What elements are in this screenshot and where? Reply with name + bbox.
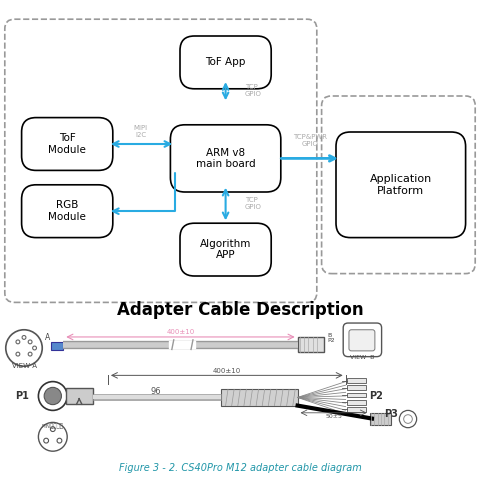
Text: Algorithm
APP: Algorithm APP [200,239,252,261]
Circle shape [404,415,412,423]
FancyBboxPatch shape [347,393,366,397]
Circle shape [50,427,55,432]
FancyBboxPatch shape [180,223,271,276]
Text: B
P2: B P2 [327,333,335,343]
Text: ToF
Module: ToF Module [48,133,86,155]
Text: 400±10: 400±10 [213,368,241,374]
Circle shape [28,352,32,356]
FancyBboxPatch shape [170,125,281,192]
Text: A: A [46,334,50,342]
Circle shape [16,352,20,356]
Text: 96: 96 [151,387,161,396]
Text: PIN位置视图: PIN位置视图 [42,423,64,429]
Text: Application
Platform: Application Platform [370,174,432,196]
Circle shape [44,438,48,443]
Circle shape [16,340,20,344]
Text: P2: P2 [369,391,383,401]
Text: P3: P3 [384,409,398,419]
Text: TCP&PWR
GPIO: TCP&PWR GPIO [293,134,326,147]
Text: Figure 3 - 2. CS40Pro M12 adapter cable diagram: Figure 3 - 2. CS40Pro M12 adapter cable … [119,463,361,473]
FancyBboxPatch shape [22,118,113,170]
Circle shape [22,336,26,339]
Text: TCP
GPIO: TCP GPIO [245,196,262,210]
Circle shape [38,422,67,451]
Text: RGB
Module: RGB Module [48,201,86,222]
FancyBboxPatch shape [180,36,271,89]
FancyBboxPatch shape [343,323,382,357]
Text: 400±10: 400±10 [167,329,194,335]
FancyBboxPatch shape [221,389,298,406]
FancyBboxPatch shape [51,342,63,350]
FancyBboxPatch shape [298,337,324,352]
FancyBboxPatch shape [347,385,366,390]
FancyBboxPatch shape [22,185,113,238]
Text: ToF App: ToF App [205,58,246,67]
Circle shape [57,438,62,443]
Text: VIEW A: VIEW A [12,363,36,369]
Text: VIEW  B: VIEW B [350,355,374,360]
FancyBboxPatch shape [66,388,93,404]
Text: 50±5: 50±5 [325,414,342,419]
Text: P1: P1 [15,391,28,401]
Text: TCP
GPIO: TCP GPIO [245,84,262,97]
Circle shape [38,382,67,410]
FancyBboxPatch shape [347,378,366,383]
FancyBboxPatch shape [347,407,366,412]
Text: ARM v8
main board: ARM v8 main board [196,147,255,169]
Circle shape [28,340,32,344]
FancyBboxPatch shape [349,330,375,351]
Circle shape [44,387,61,405]
Circle shape [399,410,417,428]
Text: Adapter Cable Description: Adapter Cable Description [117,300,363,319]
Circle shape [6,330,42,366]
FancyBboxPatch shape [336,132,466,238]
Circle shape [33,346,36,350]
FancyBboxPatch shape [347,400,366,405]
Text: MIPI
I2C: MIPI I2C [133,125,148,138]
FancyBboxPatch shape [370,413,391,425]
